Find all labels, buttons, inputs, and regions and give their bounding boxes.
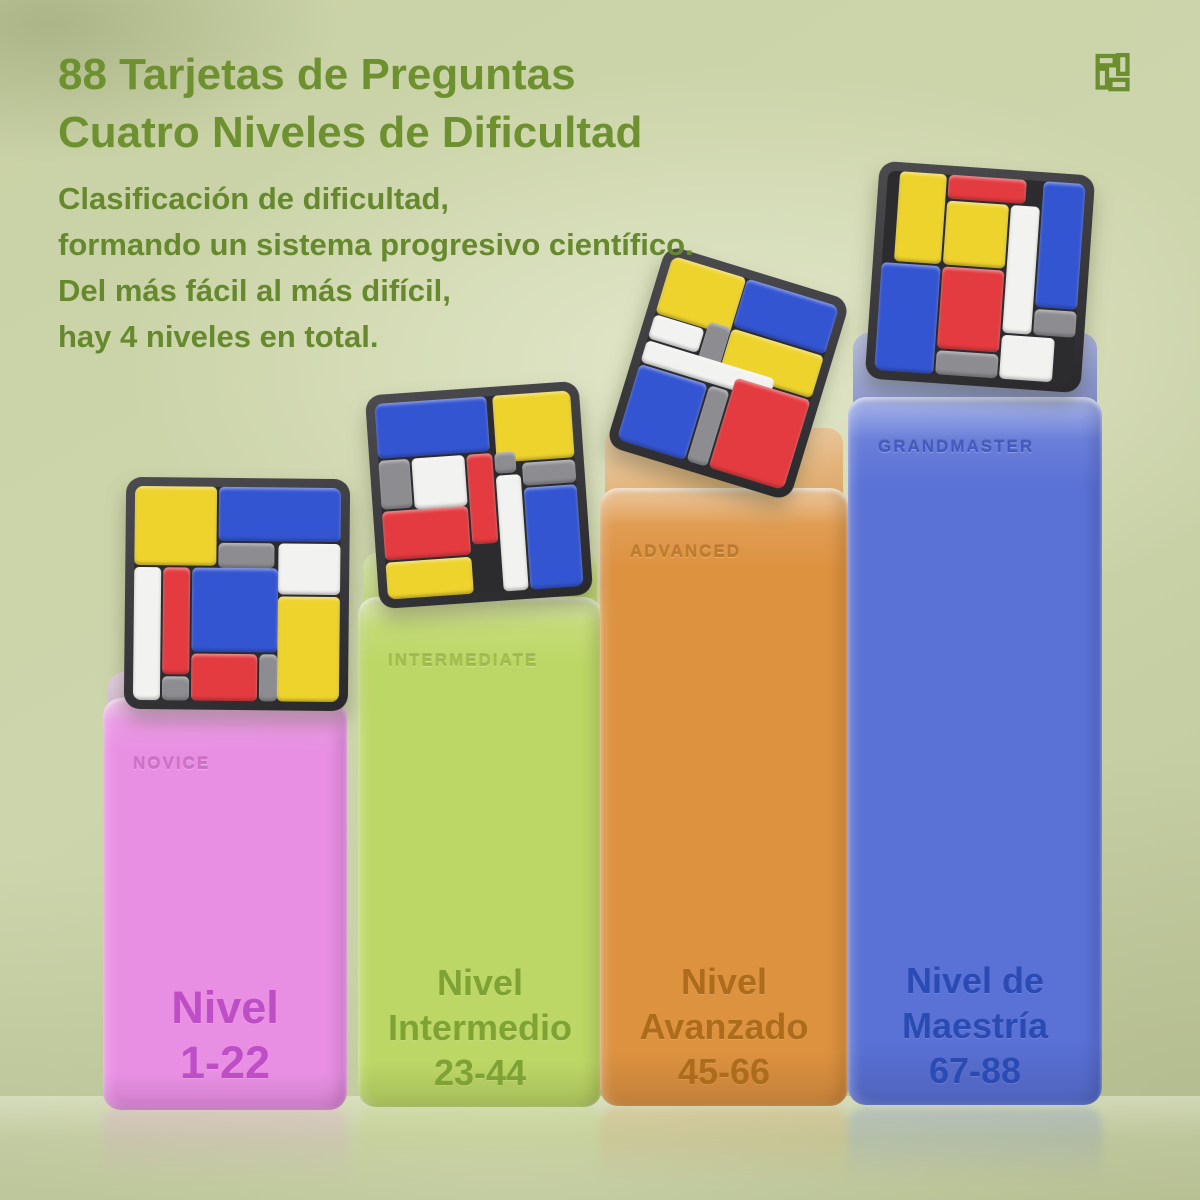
pillar-face: GRANDMASTER Nivel de Maestría 67-88 <box>848 397 1102 1105</box>
puzzle-tile <box>134 485 218 566</box>
engraving-text: ADVANCED <box>630 542 742 561</box>
level-label-line: Maestría <box>901 1005 1049 1046</box>
pillar-reflection <box>848 1108 1102 1198</box>
puzzle-tile <box>132 567 162 701</box>
brand-pinwheel-logo <box>1095 52 1130 92</box>
pillar-advanced: ADVANCED Nivel Avanzado 45-66 <box>600 428 848 1106</box>
puzzle-tile <box>493 451 517 475</box>
pillar-novice: NOVICE Nivel 1-22 <box>103 672 347 1110</box>
title-line-1: 88 Tarjetas de Preguntas <box>58 50 576 99</box>
puzzle-card-tiles <box>132 485 342 703</box>
level-label: Nivel Intermedio 23-44 <box>362 960 598 1095</box>
puzzle-tile <box>521 458 577 486</box>
puzzle-tile <box>190 653 257 702</box>
puzzle-tile <box>943 200 1009 269</box>
puzzle-tile <box>998 334 1056 383</box>
puzzle-tile <box>893 171 948 265</box>
puzzle-tile <box>947 174 1027 204</box>
engraving-text: NOVICE <box>133 754 211 773</box>
pillar-face: INTERMEDIATE Nivel Intermedio 23-44 <box>358 597 602 1107</box>
puzzle-tile <box>385 556 475 600</box>
title-line-2: Cuatro Niveles de Dificultad <box>58 108 643 157</box>
puzzle-tile <box>466 452 499 545</box>
level-label-line: 67-88 <box>928 1050 1022 1091</box>
puzzle-card-intermediate <box>364 380 594 610</box>
pillar-reflection <box>600 1108 848 1198</box>
subtitle-line: Clasificación de dificultad, <box>58 181 450 216</box>
level-label-line: 1-22 <box>179 1037 271 1088</box>
subtitle-line: formando un sistema progresivo científic… <box>58 227 694 262</box>
level-label-line: Nivel <box>436 962 524 1003</box>
puzzle-tile <box>937 266 1005 353</box>
level-label-line: 45-66 <box>677 1051 771 1092</box>
puzzle-tile <box>161 567 190 675</box>
puzzle-tile <box>1035 181 1086 310</box>
puzzle-tile <box>411 454 468 510</box>
engraving-text: GRANDMASTER <box>878 437 1035 456</box>
level-label-line: Avanzado <box>639 1006 809 1047</box>
puzzle-tile <box>1033 308 1077 338</box>
subtitle-line: hay 4 niveles en total. <box>58 319 379 354</box>
pillar-reflection <box>358 1108 602 1198</box>
puzzle-tile <box>258 654 278 702</box>
puzzle-tile <box>523 484 584 590</box>
page-title: 88 Tarjetas de Preguntas Cuatro Niveles … <box>58 46 642 162</box>
puzzle-tile <box>378 458 414 510</box>
level-label-line: Nivel de <box>905 960 1045 1001</box>
puzzle-card-grandmaster <box>864 160 1096 394</box>
puzzle-tile <box>381 505 472 561</box>
pillar-face: ADVANCED Nivel Avanzado 45-66 <box>600 488 848 1106</box>
puzzle-tile <box>874 262 942 374</box>
puzzle-tile <box>191 567 279 653</box>
level-label-line: Intermedio <box>387 1007 573 1048</box>
level-label-line: Nivel <box>171 982 279 1033</box>
puzzle-card-novice <box>123 476 351 712</box>
puzzle-card-tiles <box>374 390 584 600</box>
pillar-face: NOVICE Nivel 1-22 <box>103 698 347 1110</box>
puzzle-tile <box>219 486 342 542</box>
pillar-grandmaster: GRANDMASTER Nivel de Maestría 67-88 <box>848 333 1102 1105</box>
puzzle-tile <box>278 543 341 596</box>
puzzle-tile <box>277 596 340 703</box>
level-label: Nivel 1-22 <box>107 980 343 1090</box>
puzzle-tile <box>218 542 275 569</box>
puzzle-tile <box>161 676 189 701</box>
puzzle-tile <box>935 350 999 379</box>
puzzle-tile <box>374 396 490 459</box>
level-label-line: 23-44 <box>433 1052 527 1093</box>
puzzle-card-tiles <box>874 170 1086 384</box>
subtitle-line: Del más fácil al más difícil, <box>58 273 451 308</box>
engraving-text: INTERMEDIATE <box>388 651 539 670</box>
level-label: Nivel Avanzado 45-66 <box>604 959 844 1094</box>
page-subtitle: Clasificación de dificultad, formando un… <box>58 176 694 360</box>
floor <box>0 1096 1200 1200</box>
pillar-intermediate: INTERMEDIATE Nivel Intermedio 23-44 <box>358 552 602 1107</box>
pillar-reflection <box>103 1108 347 1198</box>
level-label-line: Nivel <box>680 961 768 1002</box>
level-label: Nivel de Maestría 67-88 <box>852 958 1098 1093</box>
